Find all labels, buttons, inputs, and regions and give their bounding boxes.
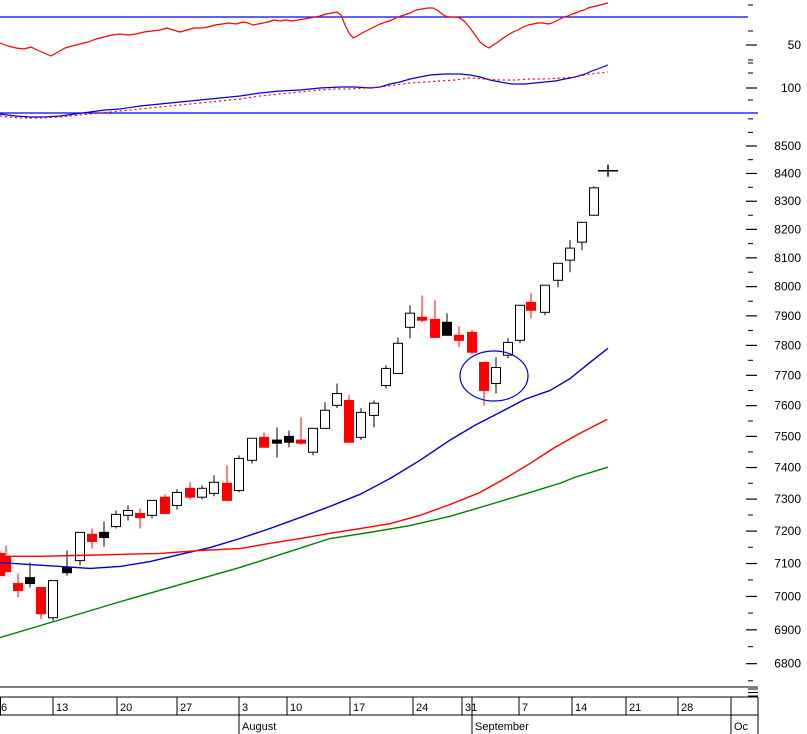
svg-text:50: 50 — [788, 38, 802, 52]
candles-layer — [0, 186, 599, 621]
svg-text:7200: 7200 — [774, 524, 801, 538]
svg-text:7800: 7800 — [774, 338, 801, 352]
svg-text:7600: 7600 — [774, 399, 801, 413]
svg-text:7100: 7100 — [774, 557, 801, 571]
svg-text:8000: 8000 — [774, 280, 801, 294]
svg-text:8300: 8300 — [774, 194, 801, 208]
svg-text:17: 17 — [353, 702, 365, 714]
svg-text:6900: 6900 — [774, 623, 801, 637]
svg-text:7400: 7400 — [774, 461, 801, 475]
annotation-layer — [459, 164, 618, 402]
svg-text:6800: 6800 — [774, 657, 801, 671]
svg-text:3: 3 — [242, 702, 248, 714]
svg-text:10: 10 — [290, 702, 302, 714]
svg-text:6: 6 — [1, 702, 7, 714]
svg-text:14: 14 — [575, 702, 587, 714]
svg-text:8200: 8200 — [774, 222, 801, 236]
svg-text:7: 7 — [522, 702, 528, 714]
svg-text:24: 24 — [416, 702, 428, 714]
svg-text:7000: 7000 — [774, 589, 801, 603]
svg-text:100: 100 — [781, 81, 801, 95]
svg-text:27: 27 — [180, 702, 192, 714]
svg-text:28: 28 — [681, 702, 693, 714]
svg-text:31: 31 — [465, 702, 477, 714]
svg-text:8500: 8500 — [774, 139, 801, 153]
date-axis-layer: 6 13 20 27 3 10 17 24 31 7 14 21 28 August September Oc — [0, 686, 759, 734]
svg-text:8100: 8100 — [774, 251, 801, 265]
price-axis-layer: 8500 8400 8300 8200 8100 8000 7900 7800 7700 7600… — [746, 118, 801, 697]
svg-text:September: September — [475, 721, 529, 733]
svg-text:August: August — [242, 721, 276, 733]
svg-text:8400: 8400 — [774, 166, 801, 180]
indicator-panel-layer: 50 100 — [0, 2, 802, 119]
svg-text:21: 21 — [629, 702, 641, 714]
svg-text:Oc: Oc — [734, 721, 749, 733]
moving-averages-layer — [0, 347, 609, 639]
svg-text:7700: 7700 — [774, 368, 801, 382]
svg-text:7500: 7500 — [774, 429, 801, 443]
svg-text:7900: 7900 — [774, 309, 801, 323]
svg-text:13: 13 — [56, 702, 68, 714]
svg-text:20: 20 — [120, 702, 132, 714]
svg-text:7300: 7300 — [774, 492, 801, 506]
